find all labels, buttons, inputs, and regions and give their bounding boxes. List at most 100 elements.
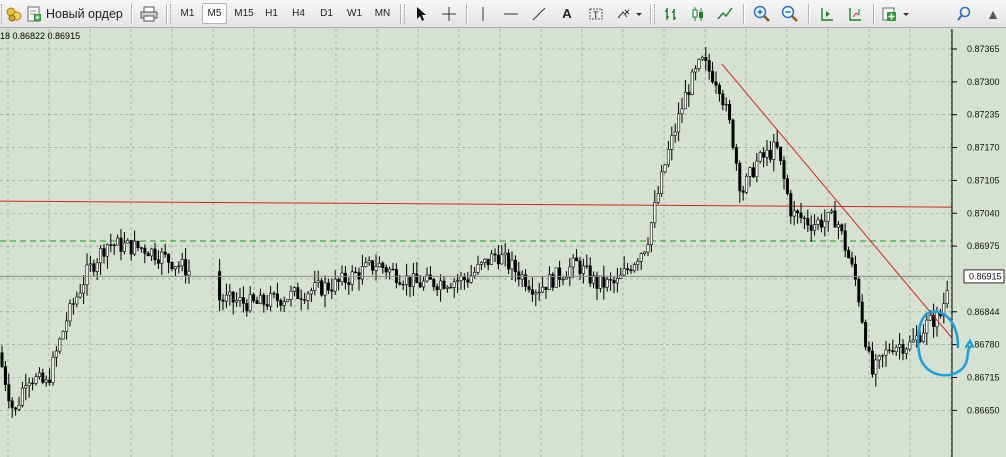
candle-body [578, 260, 582, 275]
chart-shift-button[interactable] [843, 3, 867, 24]
bar-chart-button[interactable] [660, 3, 682, 24]
candle-body [388, 268, 392, 273]
crosshair-icon [442, 6, 456, 21]
timeframe-mn-button[interactable]: MN [374, 8, 391, 19]
candle-body [156, 259, 160, 264]
candle-body [741, 190, 745, 193]
candle-body [843, 230, 847, 251]
candle-body [819, 219, 823, 228]
candle-body [68, 303, 72, 322]
candle-body [99, 248, 103, 264]
timeframe-m15-button[interactable]: M15 [234, 8, 254, 19]
candle-body [41, 372, 45, 383]
candle-body [551, 274, 555, 288]
candle-body [408, 275, 412, 287]
candle-chart-button[interactable] [687, 3, 709, 24]
toolbar-grip[interactable] [1, 4, 5, 24]
arrows-dropdown-button[interactable] [614, 3, 644, 24]
zoom-in-button[interactable] [750, 3, 774, 24]
new-order-button[interactable]: Новый ордер [26, 3, 124, 24]
candle-body [360, 266, 364, 280]
vline-button[interactable] [472, 3, 494, 24]
indicators-dropdown-button[interactable] [879, 3, 913, 24]
candle-body [371, 260, 375, 271]
candle-body [510, 259, 514, 270]
search-button[interactable] [952, 3, 976, 24]
candle-body [496, 254, 500, 265]
candle-body [908, 341, 912, 350]
candle-body [7, 384, 11, 402]
candle-body [925, 319, 929, 334]
candle-body [748, 167, 752, 177]
candle-body [61, 331, 65, 340]
candle-body [649, 222, 653, 246]
candle-body [163, 251, 167, 255]
price-tick-label: 0.87105 [967, 175, 1000, 185]
current-price-label: 0.86915 [969, 271, 1002, 281]
candle-body [422, 280, 426, 288]
candle-body [612, 280, 616, 284]
candle-body [391, 268, 395, 271]
candle-body [928, 315, 932, 321]
candle-body [561, 278, 565, 281]
candle-body [942, 303, 946, 317]
toolbar-grip[interactable] [170, 4, 174, 24]
candle-body [626, 268, 630, 271]
candle-body [758, 152, 762, 162]
timeframe-w1-button[interactable]: W1 [347, 8, 362, 19]
candle-body [833, 210, 837, 228]
tools-icon[interactable] [4, 3, 24, 24]
candle-body [279, 300, 283, 306]
price-tick-label: 0.87235 [967, 110, 1000, 120]
timeframe-m5-button[interactable]: M5 [202, 3, 227, 24]
toolbar-grip[interactable] [404, 4, 408, 24]
candle-body [262, 294, 266, 305]
candle-body [173, 266, 177, 270]
timeframe-d1-button[interactable]: D1 [320, 8, 333, 19]
price-tick-label: 0.87365 [967, 44, 1000, 54]
candle-body [615, 278, 619, 284]
trendline-button[interactable] [528, 3, 550, 24]
price-chart[interactable]: 0.87365 0.87300 0.87235 0.87170 0.87105 0.870… [0, 29, 1006, 457]
timeframe-h1-button[interactable]: H1 [265, 8, 278, 19]
candle-body [245, 303, 249, 312]
current-price-marker: 0.86915 [963, 269, 1005, 284]
timeframe-m1-button[interactable]: M1 [180, 8, 195, 19]
candle-body [282, 301, 286, 306]
crosshair-button[interactable] [438, 3, 460, 24]
candle-body [401, 283, 405, 286]
candle-body [558, 267, 562, 280]
candle-body [289, 290, 293, 300]
candle-body [823, 220, 827, 228]
vline-icon [482, 6, 484, 21]
autoscroll-button[interactable] [815, 3, 839, 24]
line-chart-button[interactable] [714, 3, 736, 24]
candle-body [252, 294, 256, 301]
candle-body [921, 332, 925, 342]
candle-body [340, 272, 344, 282]
candle-body [524, 274, 528, 287]
candle-body [27, 382, 31, 386]
toolbar-separator [166, 4, 168, 24]
timeframe-h4-button[interactable]: H4 [292, 8, 305, 19]
cursor-button[interactable] [410, 3, 432, 24]
candlestick-series [0, 47, 949, 418]
candle-body [751, 167, 755, 178]
hline-button[interactable] [500, 3, 522, 24]
zoom-out-button[interactable] [778, 3, 802, 24]
candle-body [82, 284, 86, 294]
text-tool-button[interactable]: A [556, 3, 578, 24]
candle-body [258, 294, 262, 304]
candle-body [184, 259, 188, 276]
candle-body [14, 407, 18, 410]
candle-body [881, 354, 885, 357]
print-button[interactable] [137, 3, 161, 24]
candle-body [867, 346, 871, 352]
candle-body [133, 240, 137, 255]
candle-body [486, 258, 490, 265]
candle-body [639, 253, 643, 262]
text-label-button[interactable]: T [584, 3, 608, 24]
toolbar-grip[interactable] [654, 4, 658, 24]
candle-body [857, 278, 861, 303]
panel-toggle-icon[interactable]: ▲ [986, 5, 1000, 22]
